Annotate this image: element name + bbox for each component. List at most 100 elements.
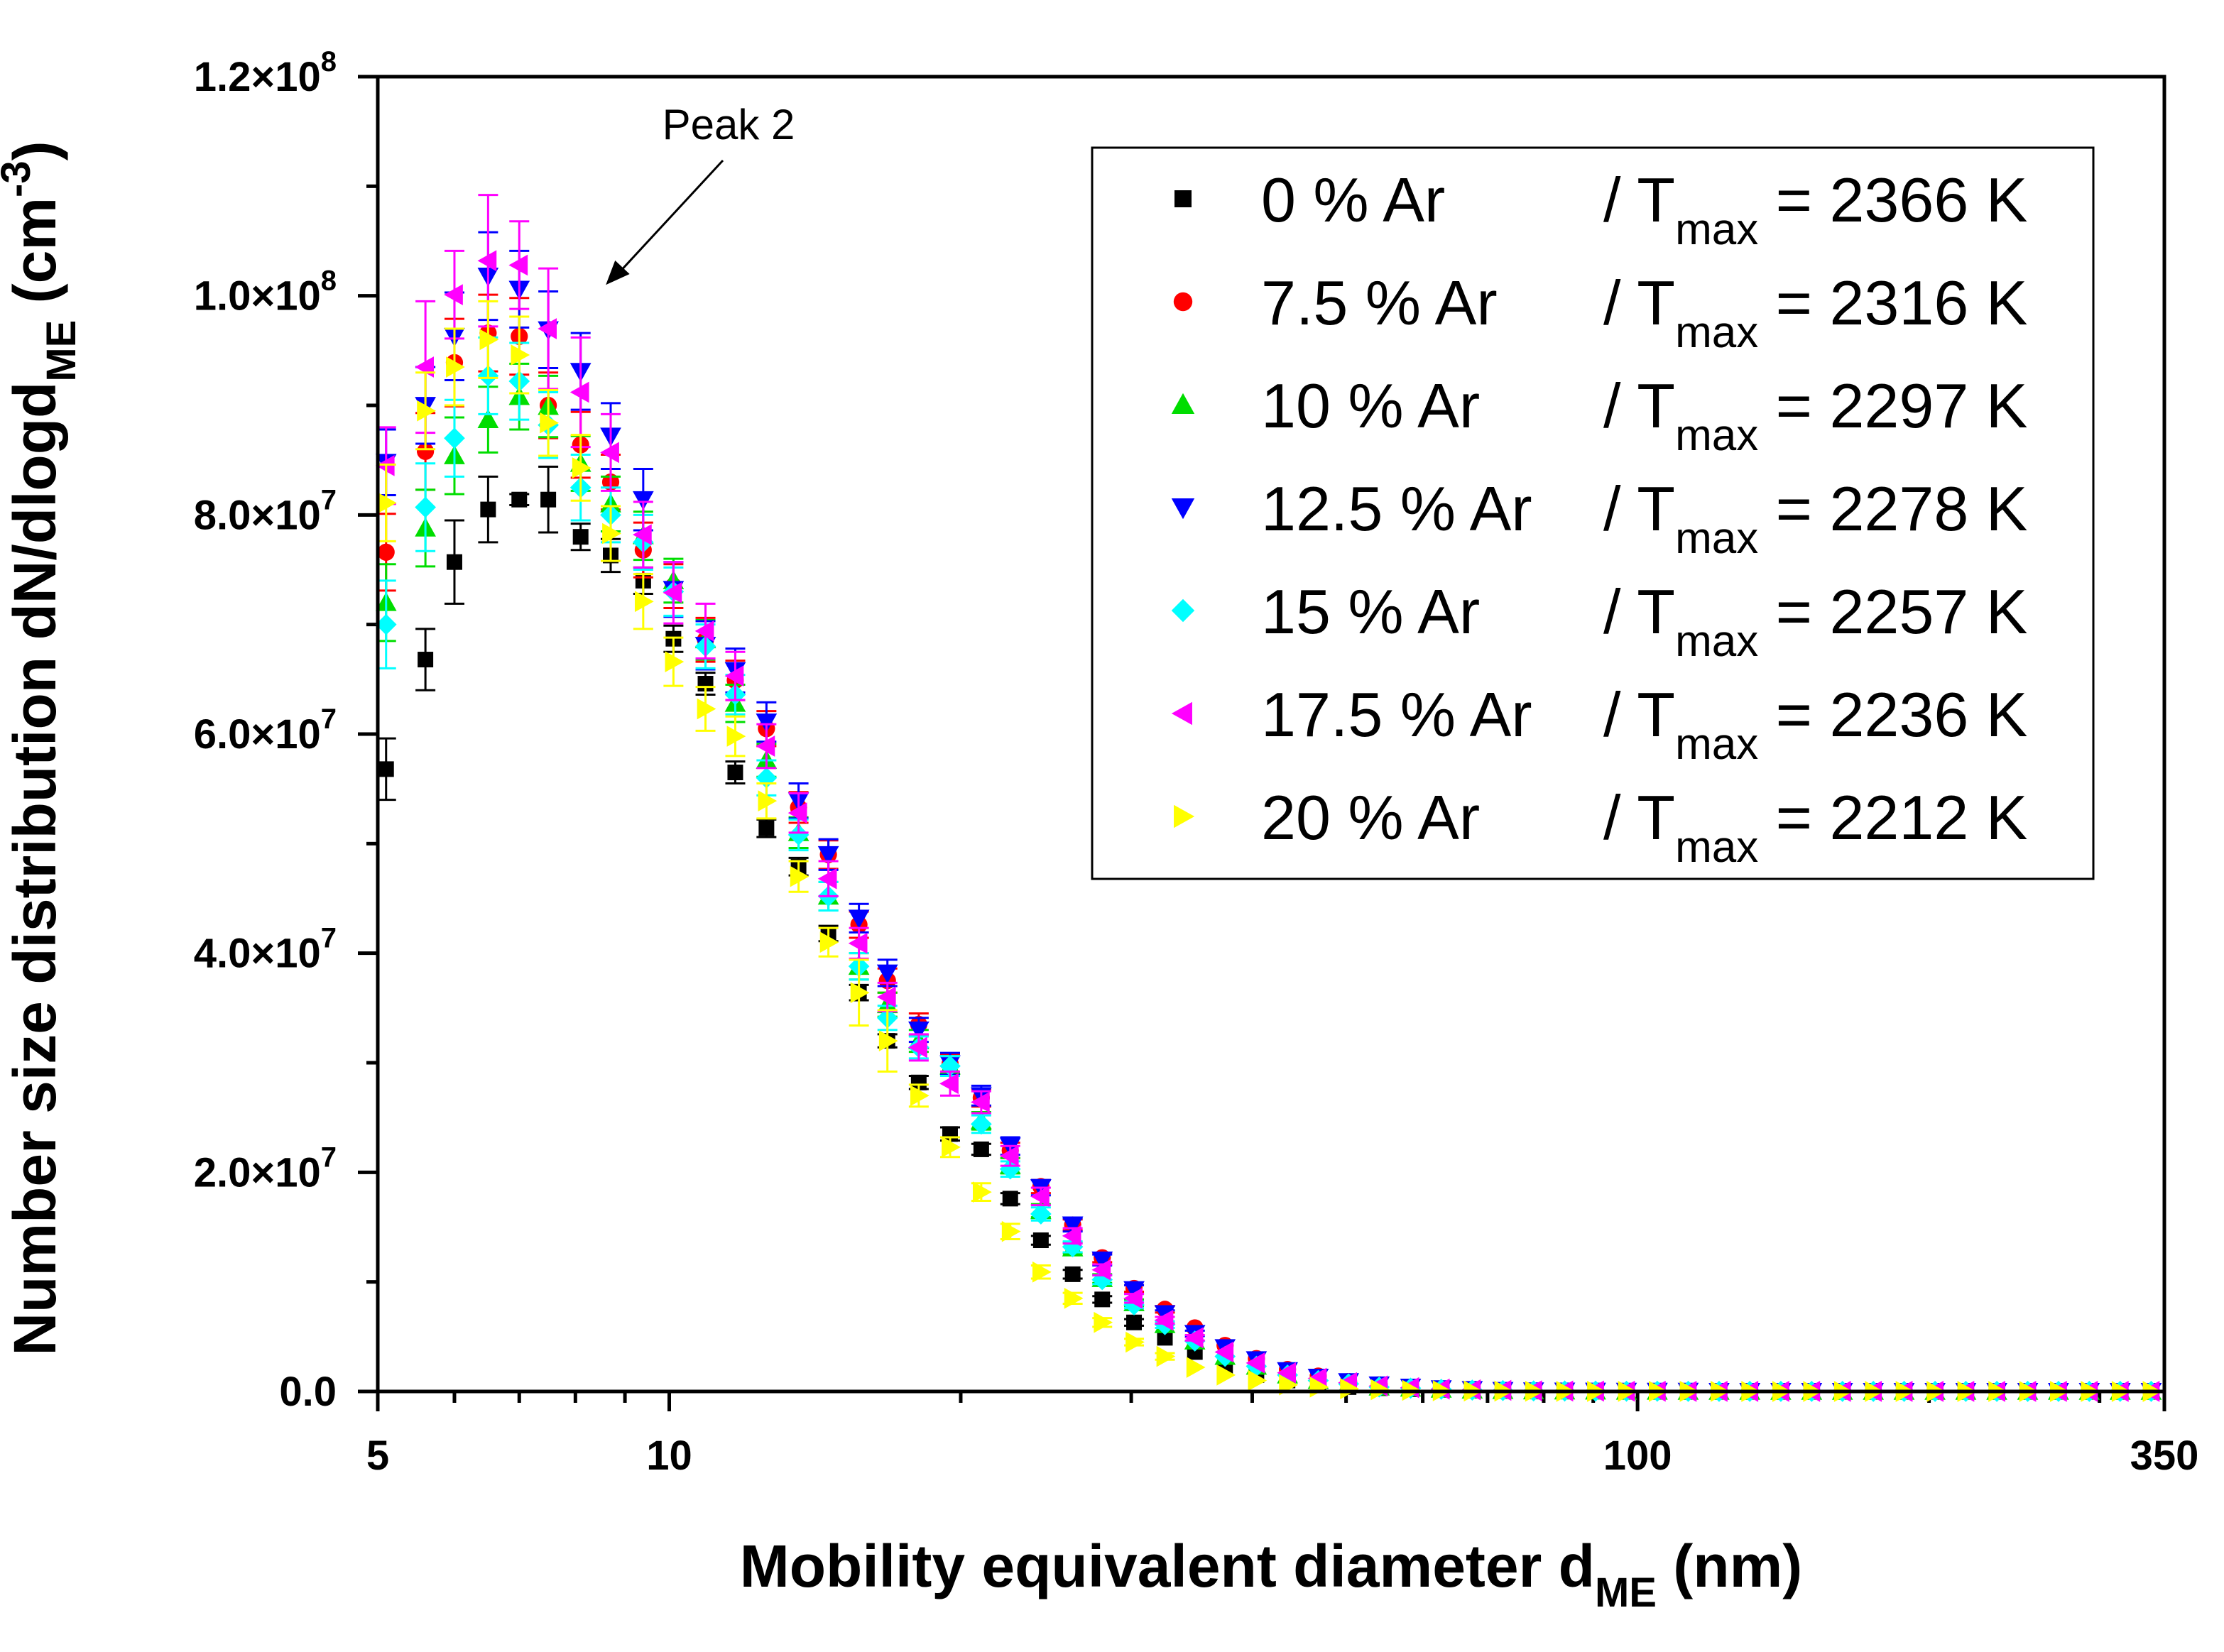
- legend-tmax: / Tmax = 2257 K: [1603, 576, 2027, 666]
- data-point-20-ar: [972, 1181, 992, 1203]
- data-point-17-5-ar: [1245, 1352, 1265, 1374]
- legend-marker-15-ar: [1171, 598, 1195, 623]
- data-point-17-5-ar: [1123, 1287, 1143, 1309]
- data-point-17-5-ar: [724, 665, 744, 687]
- data-point-17-5-ar: [1184, 1327, 1204, 1349]
- y-axis-title: Number size distribution dN/dlogdME (cm-…: [0, 141, 85, 1355]
- data-point-17-5-ar: [1214, 1341, 1234, 1363]
- legend-label: 0 % Ar: [1261, 165, 1445, 235]
- data-point-15-ar: [1030, 1203, 1052, 1225]
- legend-label: 17.5 % Ar: [1261, 679, 1532, 750]
- x-tick-label: 10: [646, 1433, 692, 1479]
- series-20-ar: [376, 300, 2162, 1402]
- data-point-15-ar: [787, 824, 810, 846]
- legend-box: [1091, 146, 2095, 880]
- data-point-17-5-ar: [600, 442, 619, 464]
- legend-label: 10 % Ar: [1261, 371, 1480, 441]
- data-point-20-ar: [665, 651, 685, 672]
- x-axis-title: Mobility equivalent diameter dME (nm): [740, 1533, 1803, 1616]
- data-point-17-5-ar: [756, 735, 775, 757]
- legend-tmax: / Tmax = 2366 K: [1603, 165, 2027, 254]
- y-tick-label: 1.0×108: [194, 266, 337, 319]
- data-point-0-ar: [727, 765, 743, 781]
- data-point-20-ar: [479, 329, 499, 351]
- data-point-17-5-ar: [971, 1091, 990, 1113]
- data-point-20-ar: [1032, 1261, 1052, 1283]
- data-point-17-5-ar: [663, 582, 682, 603]
- data-point-20-ar: [1248, 1369, 1268, 1391]
- data-point-12-5-ar: [1091, 1251, 1113, 1271]
- data-point-20-ar: [1156, 1345, 1176, 1367]
- legend-label: 15 % Ar: [1261, 576, 1480, 647]
- data-point-12-5-ar: [756, 713, 778, 733]
- data-point-20-ar: [572, 457, 592, 478]
- data-point-15-ar: [415, 496, 436, 518]
- data-point-15-ar: [444, 427, 465, 449]
- data-point-12-5-ar: [1123, 1281, 1145, 1301]
- data-point-17-5-ar: [999, 1145, 1019, 1167]
- legend-label: 7.5 % Ar: [1261, 268, 1498, 338]
- data-point-7-5-ar: [377, 543, 395, 561]
- data-point-17-5-ar: [876, 986, 896, 1008]
- data-point-17-5-ar: [817, 868, 837, 890]
- data-point-20-ar: [377, 492, 397, 514]
- data-point-20-ar: [1125, 1331, 1145, 1353]
- data-point-17-5-ar: [1062, 1225, 1081, 1247]
- legend-marker-17-5-ar: [1171, 701, 1192, 726]
- data-point-17-5-ar: [1154, 1309, 1174, 1331]
- data-point-17-5-ar: [444, 284, 463, 305]
- data-point-0-ar: [1157, 1330, 1173, 1346]
- data-point-20-ar: [1094, 1311, 1113, 1333]
- arrow-head: [606, 260, 630, 285]
- plot-frame: [376, 75, 2166, 1394]
- data-point-0-ar: [511, 491, 528, 508]
- legend-marker-0-ar: [1174, 190, 1192, 207]
- peak-annotation: Peak 2: [663, 101, 795, 148]
- data-point-20-ar: [1216, 1364, 1236, 1386]
- data-point-12-5-ar: [1062, 1216, 1084, 1236]
- data-point-20-ar: [910, 1085, 930, 1107]
- data-point-0-ar: [572, 529, 589, 545]
- legend-marker-20-ar: [1174, 804, 1195, 828]
- data-point-17-5-ar: [908, 1036, 927, 1059]
- data-point-17-5-ar: [477, 250, 497, 272]
- x-tick-label: 350: [2130, 1433, 2199, 1479]
- data-point-20-ar: [540, 412, 559, 434]
- data-point-15-ar: [971, 1113, 992, 1135]
- y-tick-label: 8.0×107: [194, 484, 337, 538]
- legend-marker-12-5-ar: [1171, 498, 1195, 520]
- data-point-0-ar: [910, 1074, 927, 1090]
- data-point-0-ar: [1064, 1266, 1081, 1282]
- data-point-20-ar: [634, 591, 654, 613]
- data-point-20-ar: [726, 726, 746, 747]
- legend-label: 20 % Ar: [1261, 782, 1480, 853]
- x-tick-label: 5: [366, 1433, 389, 1479]
- data-point-17-5-ar: [939, 1073, 959, 1095]
- data-point-17-5-ar: [1091, 1259, 1111, 1281]
- data-point-20-ar: [790, 865, 810, 887]
- data-point-20-ar: [878, 1030, 898, 1051]
- data-point-0-ar: [446, 554, 462, 570]
- data-point-20-ar: [942, 1136, 961, 1158]
- data-point-10-ar: [477, 409, 499, 428]
- data-point-17-5-ar: [569, 381, 589, 403]
- data-point-20-ar: [446, 356, 465, 378]
- data-point-12-5-ar: [632, 491, 654, 510]
- data-point-17-5-ar: [632, 524, 652, 545]
- data-point-0-ar: [418, 652, 434, 668]
- y-tick-label: 1.2×108: [194, 46, 337, 100]
- data-point-20-ar: [1186, 1357, 1206, 1378]
- legend-marker-10-ar: [1171, 393, 1195, 414]
- data-point-15-ar: [375, 613, 397, 635]
- data-point-12-5-ar: [908, 1021, 930, 1041]
- y-tick-label: 6.0×107: [194, 704, 337, 757]
- data-point-20-ar: [697, 698, 716, 720]
- annotation-arrow: [614, 159, 724, 279]
- legend-tmax: / Tmax = 2297 K: [1603, 371, 2027, 460]
- data-point-0-ar: [973, 1141, 989, 1157]
- data-point-20-ar: [819, 931, 839, 953]
- data-point-0-ar: [758, 820, 775, 836]
- data-point-7-5-ar: [417, 442, 435, 460]
- x-tick-label: 100: [1603, 1433, 1672, 1479]
